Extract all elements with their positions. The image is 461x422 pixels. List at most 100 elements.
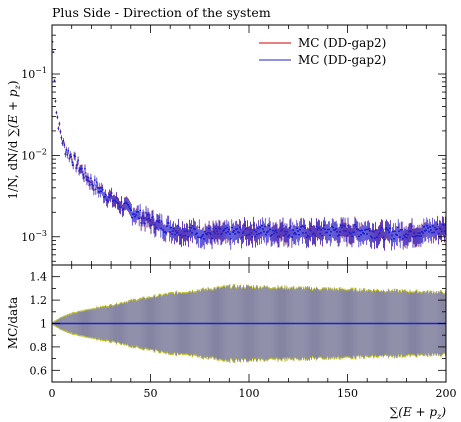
ratio-y-tick-label: 0.6 bbox=[30, 364, 48, 377]
main-data-point bbox=[157, 220, 159, 223]
main-data-point bbox=[201, 235, 204, 238]
main-data-point bbox=[128, 205, 131, 208]
x-tick-label: 200 bbox=[436, 387, 457, 400]
main-data-point bbox=[268, 224, 270, 227]
main-data-point bbox=[169, 226, 172, 229]
main-data-point bbox=[419, 232, 421, 234]
main-data-point bbox=[338, 234, 340, 236]
main-data-point bbox=[237, 231, 240, 234]
main-data-point bbox=[410, 230, 412, 232]
main-data-point bbox=[127, 204, 130, 206]
ratio-plot: 0.6 0.8 1 1.2 1.4 0 50 100 150 200 bbox=[30, 264, 457, 400]
main-data-point bbox=[393, 237, 396, 240]
main-data-point bbox=[413, 232, 415, 234]
ratio-y-tick-label: 1.2 bbox=[30, 294, 48, 307]
main-data-point bbox=[436, 223, 439, 226]
main-data-point bbox=[53, 79, 56, 82]
main-data-point bbox=[199, 236, 202, 239]
main-data-point bbox=[317, 226, 320, 229]
main-data-point bbox=[392, 230, 395, 233]
main-data-point bbox=[330, 230, 333, 233]
main-data-point bbox=[277, 235, 279, 238]
main-data-point bbox=[346, 235, 348, 237]
main-data-point bbox=[291, 236, 293, 238]
main-data-point bbox=[230, 226, 233, 229]
main-data-point bbox=[276, 231, 278, 234]
main-data-point bbox=[117, 202, 120, 205]
main-data-point bbox=[287, 235, 289, 238]
main-data-point bbox=[311, 233, 314, 236]
main-data-point bbox=[333, 229, 336, 231]
main-data-point bbox=[380, 226, 383, 229]
main-data-point bbox=[159, 219, 161, 222]
main-data-point bbox=[75, 167, 77, 169]
main-data-point bbox=[254, 235, 257, 238]
main-data-point bbox=[398, 230, 401, 233]
main-data-point bbox=[401, 228, 403, 231]
main-data-point bbox=[231, 231, 234, 233]
main-data-point bbox=[409, 230, 411, 232]
main-data-point bbox=[220, 233, 222, 236]
main-data-point bbox=[313, 232, 316, 235]
main-data-point bbox=[343, 230, 345, 232]
main-data-point bbox=[331, 225, 334, 228]
main-data-point bbox=[407, 234, 409, 236]
main-data-point bbox=[96, 181, 98, 184]
main-data-point bbox=[64, 153, 67, 155]
main-data-point bbox=[60, 136, 63, 139]
main-data-point bbox=[359, 234, 362, 236]
main-data-point bbox=[337, 235, 339, 237]
ratio-y-ticks: 0.6 0.8 1 1.2 1.4 bbox=[30, 264, 446, 383]
main-data-point bbox=[183, 230, 186, 233]
main-data-point bbox=[355, 225, 357, 228]
main-data-point bbox=[285, 233, 287, 235]
main-data-point bbox=[215, 227, 217, 230]
main-data-point bbox=[360, 229, 363, 232]
main-data-point bbox=[298, 228, 301, 231]
main-data-point bbox=[113, 199, 116, 202]
main-data-point bbox=[414, 235, 416, 238]
main-data-point bbox=[422, 232, 424, 234]
main-data-point bbox=[125, 201, 128, 204]
main-data-point bbox=[437, 232, 440, 235]
main-data-point bbox=[370, 237, 373, 239]
main-data-point bbox=[239, 228, 242, 230]
main-data-point bbox=[269, 228, 271, 231]
main-data-point bbox=[441, 223, 444, 226]
main-data-point bbox=[379, 229, 382, 232]
main-data-point bbox=[359, 229, 361, 232]
main-data-point bbox=[152, 215, 154, 218]
main-data-point bbox=[74, 155, 76, 158]
main-data-point bbox=[143, 217, 145, 219]
main-data-point bbox=[300, 225, 303, 227]
main-data-point bbox=[90, 177, 92, 180]
main-data-point bbox=[188, 226, 191, 229]
main-data-point bbox=[289, 226, 291, 229]
main-data-point bbox=[171, 230, 174, 232]
main-data-point bbox=[232, 230, 235, 232]
main-data-point bbox=[103, 195, 106, 198]
main-data-point bbox=[193, 227, 196, 230]
main-data-point bbox=[137, 211, 139, 213]
main-data-point bbox=[58, 122, 61, 125]
main-data-point bbox=[301, 232, 304, 234]
main-data-point bbox=[150, 224, 152, 227]
main-data-point bbox=[363, 229, 366, 231]
main-data-point bbox=[68, 157, 71, 160]
main-data-point bbox=[249, 229, 252, 231]
main-data-point bbox=[295, 227, 298, 230]
main-data-point bbox=[315, 225, 318, 228]
main-data-point bbox=[236, 231, 239, 233]
main-data-point bbox=[59, 130, 62, 133]
main-data-point bbox=[153, 224, 155, 226]
main-data-point bbox=[228, 228, 230, 231]
main-data-point bbox=[388, 231, 391, 234]
main-data-point bbox=[191, 231, 194, 234]
main-data-point bbox=[396, 234, 399, 236]
main-data-point bbox=[173, 233, 176, 236]
main-data-point bbox=[356, 228, 358, 230]
main-data-point bbox=[93, 189, 95, 191]
main-data-point bbox=[404, 236, 406, 238]
main-data-point bbox=[182, 235, 185, 237]
